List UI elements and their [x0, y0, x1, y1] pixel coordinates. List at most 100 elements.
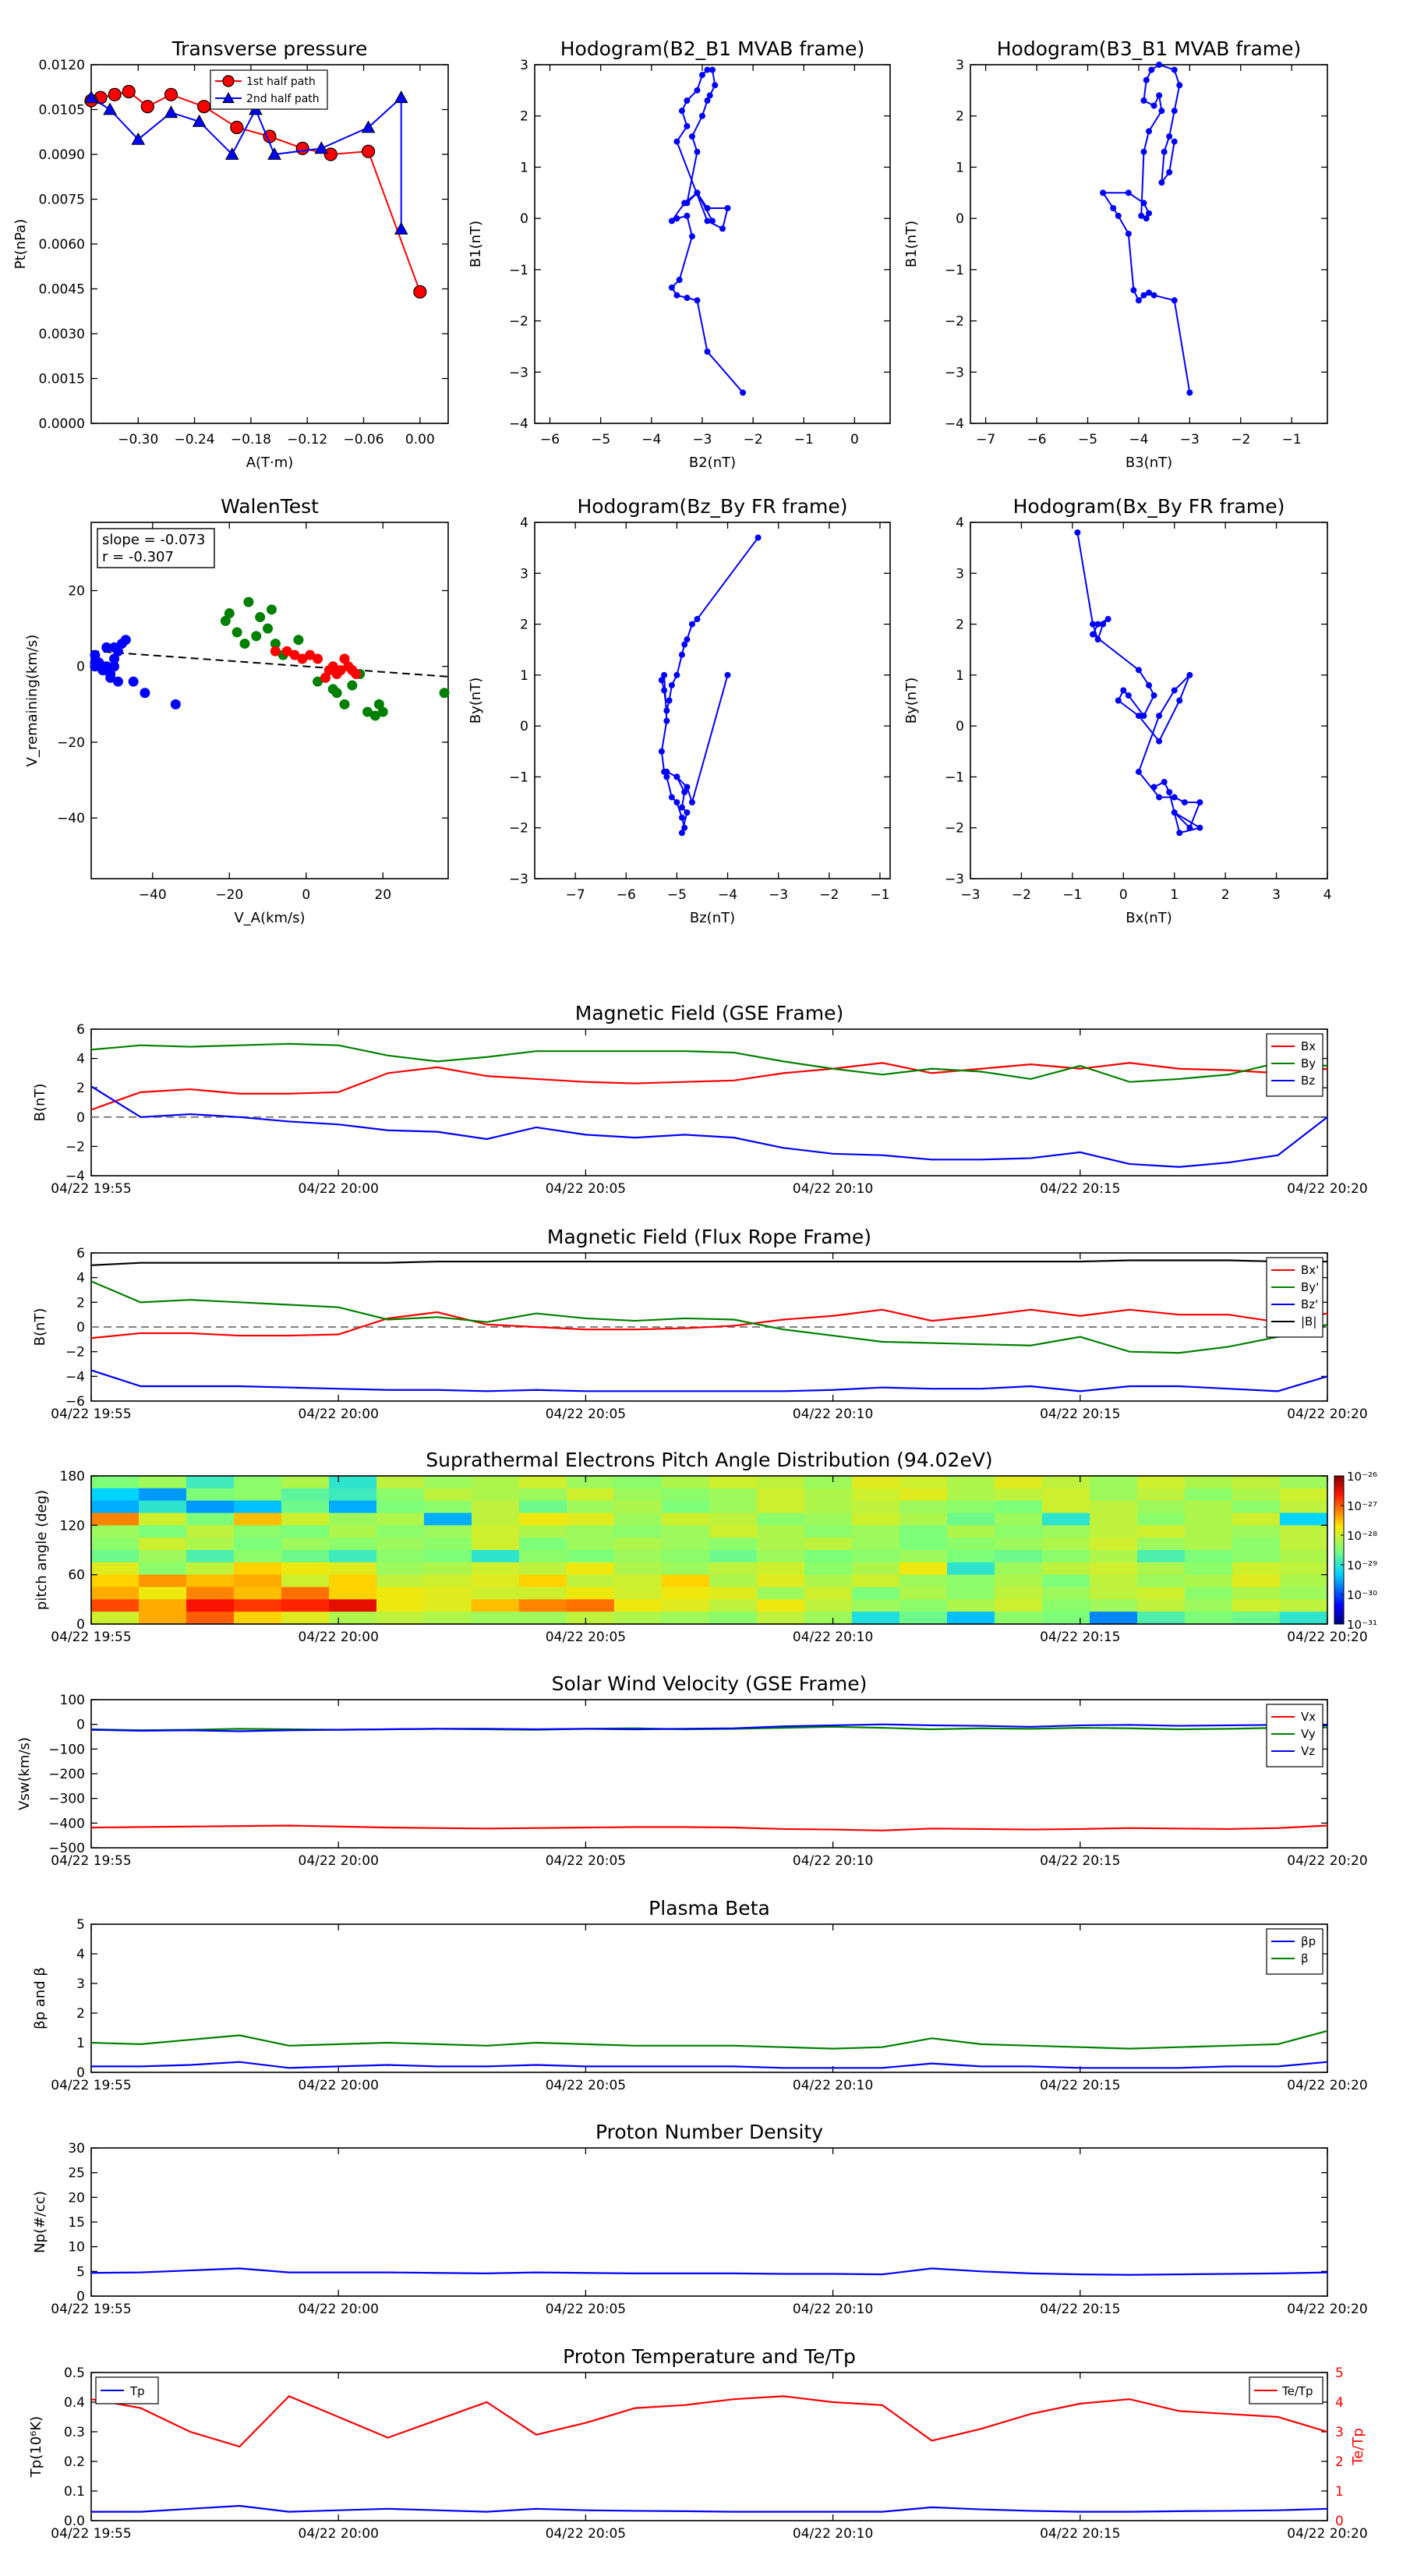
y-tick-label: 5	[76, 2264, 85, 2280]
heatmap-cell	[329, 1599, 377, 1612]
data-point	[267, 147, 281, 160]
data-point	[658, 748, 665, 755]
data-point	[1156, 92, 1163, 99]
hodo_b2_b1-frame	[534, 64, 891, 424]
heatmap-cell	[139, 1488, 187, 1502]
data-point	[84, 90, 98, 104]
y-tick-label: 10	[68, 2240, 85, 2256]
y-axis-label: Pt(nPa)	[12, 219, 29, 269]
x-tick-label: −2	[1012, 887, 1031, 903]
transverse_pressure-frame	[90, 64, 449, 424]
y-tick-label: 1	[520, 668, 528, 684]
heatmap-cell	[376, 1513, 425, 1526]
scatter-point	[224, 608, 235, 619]
data-point	[361, 120, 376, 133]
heatmap-cell	[995, 1587, 1043, 1600]
heatmap-cell	[519, 1562, 567, 1576]
y-tick-label: 1	[76, 2036, 85, 2051]
mag_gse-frame	[90, 1028, 1328, 1177]
scatter-point	[255, 612, 266, 623]
y2-tick-label: 5	[1335, 2365, 1344, 2381]
heatmap-cell	[852, 1525, 900, 1538]
heatmap-cell	[1090, 1599, 1138, 1612]
y-tick-label: −300	[48, 1792, 85, 1807]
heatmap-cell	[186, 1513, 235, 1526]
scatter-point	[320, 672, 330, 683]
data-point	[1166, 133, 1173, 140]
data-point	[678, 651, 685, 658]
y-axis-label: B(nT)	[32, 1308, 48, 1346]
data-point	[1171, 108, 1178, 115]
data-point	[295, 141, 309, 155]
heatmap-cell	[1232, 1476, 1281, 1489]
heatmap-cell	[281, 1574, 330, 1588]
heatmap-cell	[281, 1562, 330, 1576]
heatmap-cell	[709, 1612, 758, 1625]
heatmap-cell	[709, 1488, 758, 1502]
heatmap-cell	[662, 1612, 710, 1625]
heatmap-cell	[852, 1587, 900, 1600]
series-line	[660, 536, 759, 833]
heatmap-cell	[139, 1537, 187, 1551]
data-point	[694, 87, 701, 94]
heatmap-cell	[329, 1550, 377, 1563]
heatmap-cell	[567, 1537, 615, 1551]
colorbar-tick-label: 10⁻²⁷	[1347, 1499, 1377, 1513]
heatmap-cell	[1232, 1574, 1281, 1588]
x-tick-label: −4	[641, 432, 661, 448]
heatmap-cell	[472, 1537, 520, 1551]
heatmap-cell	[91, 1612, 140, 1625]
x-tick-label: 04/22 20:10	[793, 1407, 873, 1422]
data-point	[673, 773, 680, 780]
data-point	[361, 144, 376, 158]
legend-label: Bx'	[1301, 1263, 1319, 1277]
heatmap-cell	[424, 1612, 472, 1625]
heatmap-cell	[567, 1599, 615, 1612]
heatmap-cell	[947, 1612, 995, 1625]
heatmap-cell	[899, 1574, 948, 1588]
fit-line	[90, 649, 449, 678]
heatmap-cell	[186, 1488, 235, 1502]
proton_temperature-frame	[90, 2372, 1328, 2521]
x-tick-label: 04/22 20:00	[299, 1629, 379, 1645]
heatmap-cell	[947, 1500, 995, 1514]
chart-title: Solar Wind Velocity (GSE Frame)	[552, 1672, 868, 1695]
series-line	[90, 2395, 1328, 2448]
heatmap-cell	[1280, 1550, 1328, 1563]
data-point	[230, 120, 244, 135]
heatmap-cell	[804, 1488, 853, 1502]
heatmap-cell	[1185, 1537, 1233, 1551]
heatmap-cell	[1185, 1488, 1233, 1502]
data-point	[222, 75, 235, 87]
heatmap-cell	[1185, 1513, 1233, 1526]
heatmap-cell	[757, 1513, 805, 1526]
scatter-point	[90, 649, 101, 660]
x-tick-label: 04/22 20:15	[1040, 2526, 1120, 2542]
heatmap-cell	[567, 1525, 615, 1538]
y-tick-label: 0	[76, 1320, 85, 1336]
x-tick-label: −40	[139, 887, 167, 903]
y-tick-label: −100	[48, 1742, 85, 1757]
y-tick-label: 0	[76, 1718, 85, 1733]
y-tick-label: −1	[945, 770, 964, 785]
heatmap-cell	[995, 1488, 1043, 1502]
y-tick-label: 0.0120	[39, 58, 85, 73]
data-point	[709, 66, 716, 73]
heatmap-cell	[186, 1500, 235, 1514]
legend-label: By	[1301, 1056, 1316, 1070]
data-point	[1094, 621, 1101, 628]
heatmap-cell	[662, 1599, 710, 1612]
x-tick-label: 04/22 20:20	[1287, 2078, 1367, 2093]
heatmap-cell	[995, 1476, 1043, 1489]
y-tick-label: −1	[509, 770, 528, 785]
data-point	[704, 66, 711, 73]
heatmap-cell	[281, 1488, 330, 1502]
data-point	[1140, 97, 1147, 104]
data-point	[1110, 205, 1117, 211]
data-point	[164, 105, 178, 119]
heatmap-cell	[139, 1550, 187, 1563]
heatmap-cell	[899, 1525, 948, 1538]
heatmap-cell	[376, 1525, 425, 1538]
scatter-point	[339, 653, 350, 664]
y-tick-label: 0	[76, 2065, 85, 2081]
